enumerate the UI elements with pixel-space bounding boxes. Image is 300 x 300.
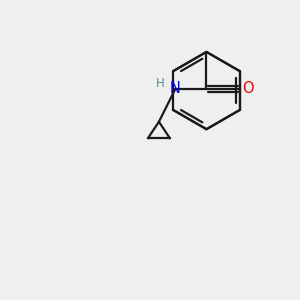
Text: N: N xyxy=(170,81,181,96)
Text: O: O xyxy=(242,81,253,96)
Text: H: H xyxy=(155,77,164,90)
